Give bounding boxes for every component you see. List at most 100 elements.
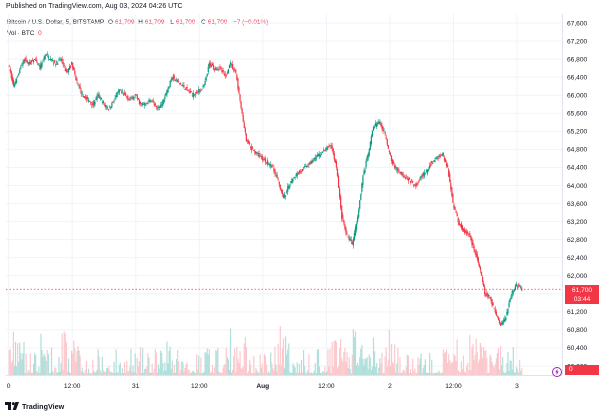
candle-body <box>467 232 469 234</box>
volume-bar <box>246 372 249 375</box>
volume-bar <box>63 331 65 375</box>
volume-bar <box>245 346 248 375</box>
candle-body <box>94 101 96 105</box>
candle-body <box>193 95 196 97</box>
volume-bar <box>265 364 268 375</box>
volume-bar <box>451 361 453 375</box>
volume-bar <box>306 372 308 375</box>
candle-body <box>142 103 144 105</box>
candle-body <box>33 59 36 60</box>
candle-body <box>474 250 476 253</box>
candle-body <box>290 181 292 183</box>
candle-body <box>459 224 461 226</box>
candle-body <box>451 187 453 196</box>
candle-body <box>373 126 376 128</box>
volume-bar <box>19 342 21 375</box>
candle-body <box>158 106 161 109</box>
candle-body <box>74 70 76 75</box>
candle-body <box>160 104 162 108</box>
candle-body <box>302 167 305 169</box>
volume-bar <box>256 370 258 375</box>
volume-bar <box>150 372 152 375</box>
candle-body <box>284 195 287 197</box>
candle-body <box>130 97 132 99</box>
volume-bar <box>14 341 17 375</box>
candle-body <box>339 188 341 198</box>
candle-body <box>264 158 267 163</box>
volume-bar <box>437 372 439 375</box>
volume-bar <box>25 353 27 375</box>
candle-body <box>450 182 452 190</box>
volume-bar <box>244 336 246 375</box>
volume-bar <box>247 371 250 375</box>
candle-body <box>145 104 147 106</box>
candle-body <box>475 251 477 258</box>
volume-bar <box>470 369 472 375</box>
volume-bar <box>359 357 361 375</box>
volume-bar <box>497 348 500 375</box>
volume-bar <box>467 362 469 375</box>
candle-body <box>262 159 264 161</box>
volume-bar <box>322 371 324 375</box>
candle-body <box>442 153 444 156</box>
candle-body <box>138 99 141 105</box>
volume-bar <box>493 367 495 375</box>
candle-body <box>472 242 474 246</box>
volume-bar <box>224 364 226 375</box>
candle-body <box>388 150 390 153</box>
x-tick-label: 0 <box>7 383 11 390</box>
candle-body <box>10 71 12 79</box>
volume-bar <box>226 357 228 375</box>
candle-body <box>82 96 84 98</box>
candle-body <box>504 318 506 322</box>
volume-bar <box>460 361 462 375</box>
candle-body <box>30 60 33 63</box>
volume-bar <box>73 340 75 375</box>
volume-bar <box>472 343 474 375</box>
volume-bar <box>414 368 416 375</box>
candle-body <box>217 69 219 71</box>
candle-body <box>165 92 167 96</box>
volume-bar <box>489 354 491 375</box>
candle-body <box>384 131 386 135</box>
volume-bar <box>473 360 475 375</box>
volume-bar <box>28 371 30 375</box>
candle-body <box>192 92 195 98</box>
volume-bar <box>257 372 259 375</box>
candle-body <box>494 309 496 313</box>
volume-bar <box>427 372 430 375</box>
candle-body <box>182 84 184 86</box>
volume-bar <box>134 353 136 375</box>
volume-bar <box>435 372 437 375</box>
candle-body <box>269 164 271 166</box>
candle-body <box>409 180 412 183</box>
candle-body <box>401 171 403 176</box>
volume-bar <box>350 372 352 375</box>
candle-body <box>212 65 215 70</box>
volume-bar <box>514 372 517 375</box>
candle-body <box>111 102 113 107</box>
volume-bar <box>145 368 147 375</box>
candle-body <box>183 84 185 88</box>
candle-body <box>200 89 202 91</box>
candle-body <box>375 123 377 126</box>
volume-bar <box>343 351 345 375</box>
volume-bar <box>288 343 290 375</box>
volume-bar <box>180 369 182 375</box>
volume-bar <box>184 367 186 375</box>
volume-bar <box>112 372 114 375</box>
candle-body <box>60 59 62 61</box>
volume-bar <box>269 372 271 375</box>
volume-bar <box>431 359 433 375</box>
y-tick-label: 63,600 <box>567 201 588 208</box>
footer-brand: TradingView <box>22 401 65 411</box>
candle-body <box>477 257 479 264</box>
candle-body <box>39 65 41 69</box>
x-tick-label: 3 <box>515 383 519 390</box>
candle-body <box>68 66 71 70</box>
volume-bar <box>492 365 494 375</box>
lightning-icon[interactable] <box>552 367 562 377</box>
candle-body <box>67 68 70 73</box>
candle-body <box>140 103 143 105</box>
